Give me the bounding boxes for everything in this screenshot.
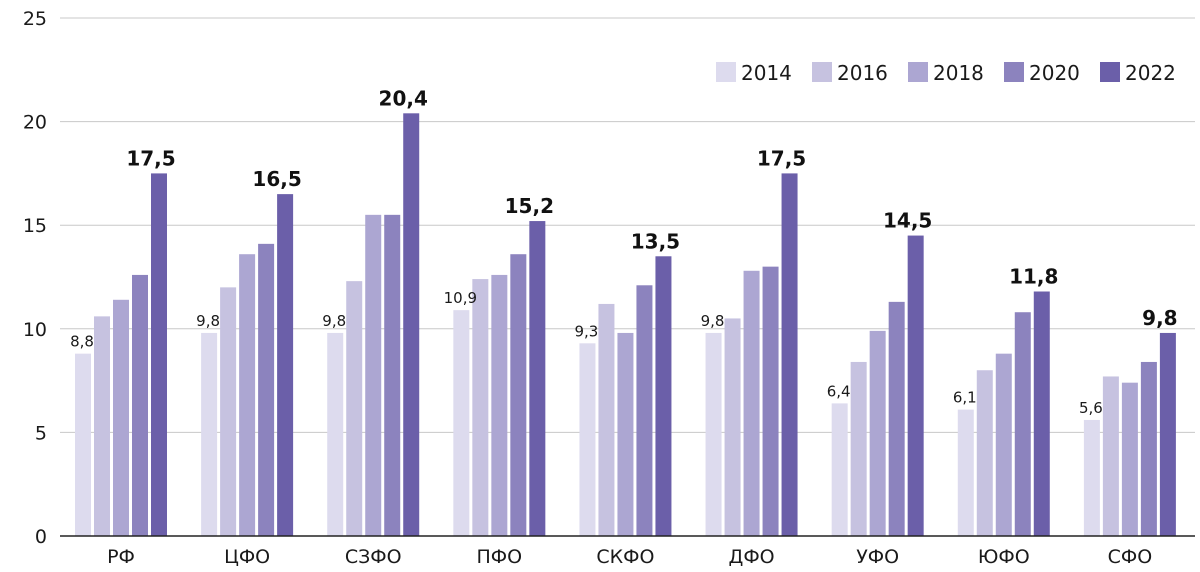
bar <box>705 332 722 536</box>
y-tick-label: 25 <box>23 8 47 30</box>
y-tick-label: 5 <box>35 422 47 444</box>
bar <box>781 173 798 536</box>
bar <box>113 299 129 536</box>
bar <box>472 279 489 536</box>
legend: 2014 2016 2018 2020 2022 <box>716 61 1176 85</box>
bar <box>831 403 848 536</box>
bar <box>655 256 672 536</box>
data-label: 8,8 <box>70 333 94 351</box>
bar <box>1159 332 1176 536</box>
data-label: 11,8 <box>1009 265 1058 289</box>
legend-swatch <box>716 62 736 82</box>
bar <box>491 274 508 536</box>
x-tick-label: УФО <box>856 546 899 568</box>
legend-label: 2014 <box>741 61 792 85</box>
bar <box>132 274 148 536</box>
x-tick-label: СЗФО <box>345 546 402 568</box>
x-axis: РФ ЦФО СЗФО ПФО СКФО ДФО УФО ЮФО СФО <box>60 535 1195 568</box>
bar <box>762 266 779 536</box>
bar <box>850 361 867 536</box>
bar <box>869 330 886 536</box>
bar <box>1121 382 1138 536</box>
x-tick-label: ПФО <box>477 546 523 568</box>
bar <box>327 332 344 536</box>
x-tick-label: ДФО <box>728 546 774 568</box>
legend-label: 2018 <box>933 61 984 85</box>
x-tick-label: ЦФО <box>224 546 270 568</box>
data-label: 5,6 <box>1079 399 1103 417</box>
bar <box>453 310 470 536</box>
data-label: 20,4 <box>379 86 428 110</box>
bar <box>957 409 974 536</box>
bar <box>529 221 546 536</box>
data-label: 15,2 <box>505 194 554 218</box>
bar <box>1140 361 1157 536</box>
y-tick-label: 10 <box>23 319 47 341</box>
bar <box>1033 291 1050 536</box>
y-tick-label: 20 <box>23 112 47 134</box>
legend-swatch <box>1004 62 1024 82</box>
legend-swatch <box>908 62 928 82</box>
data-label: 14,5 <box>883 209 932 233</box>
bar <box>510 254 527 536</box>
bar <box>201 332 218 536</box>
bar <box>75 353 91 536</box>
bar <box>239 254 256 536</box>
data-labels: 8,8 17,5 9,8 16,5 9,8 20,4 10,9 15,2 9,3 13,5 9,8 1… <box>70 86 1178 417</box>
data-label: 6,1 <box>953 389 977 407</box>
data-label: 9,3 <box>575 322 599 340</box>
data-label: 9,8 <box>196 312 220 330</box>
y-axis-ticks: 0 5 10 15 20 25 <box>23 8 47 548</box>
bar <box>1083 419 1100 536</box>
bar <box>598 303 615 536</box>
bar <box>617 332 634 536</box>
y-tick-label: 0 <box>35 526 47 548</box>
data-label: 17,5 <box>757 146 806 170</box>
bar <box>277 194 294 536</box>
data-label: 17,5 <box>126 146 175 170</box>
legend-label: 2016 <box>837 61 888 85</box>
data-label: 6,4 <box>827 382 851 400</box>
data-label: 13,5 <box>631 229 680 253</box>
bar <box>724 318 741 536</box>
bar <box>1014 312 1031 536</box>
bar <box>636 285 653 536</box>
legend-label: 2022 <box>1125 61 1176 85</box>
legend-swatch <box>1100 62 1120 82</box>
bar <box>743 270 760 536</box>
bar <box>365 214 382 536</box>
x-tick-label: СКФО <box>596 546 654 568</box>
bar <box>579 343 596 536</box>
y-tick-label: 15 <box>23 215 47 237</box>
x-tick-label: РФ <box>107 546 135 568</box>
bar <box>151 173 167 536</box>
legend-label: 2020 <box>1029 61 1080 85</box>
x-tick-label: СФО <box>1108 546 1153 568</box>
bar <box>907 235 924 536</box>
bar <box>888 301 905 536</box>
bar <box>220 287 237 536</box>
bar <box>94 316 110 536</box>
bar <box>976 370 993 536</box>
data-label: 10,9 <box>444 289 477 307</box>
bar <box>346 281 363 536</box>
legend-swatch <box>812 62 832 82</box>
bar <box>258 243 275 536</box>
data-label: 9,8 <box>701 312 725 330</box>
bar <box>995 353 1012 536</box>
x-tick-label: ЮФО <box>978 546 1030 568</box>
bar <box>384 214 401 536</box>
bar <box>1102 376 1119 536</box>
data-label: 9,8 <box>1142 306 1177 330</box>
bars <box>75 113 1176 536</box>
data-label: 16,5 <box>252 167 301 191</box>
data-label: 9,8 <box>322 312 346 330</box>
bar <box>403 113 420 536</box>
